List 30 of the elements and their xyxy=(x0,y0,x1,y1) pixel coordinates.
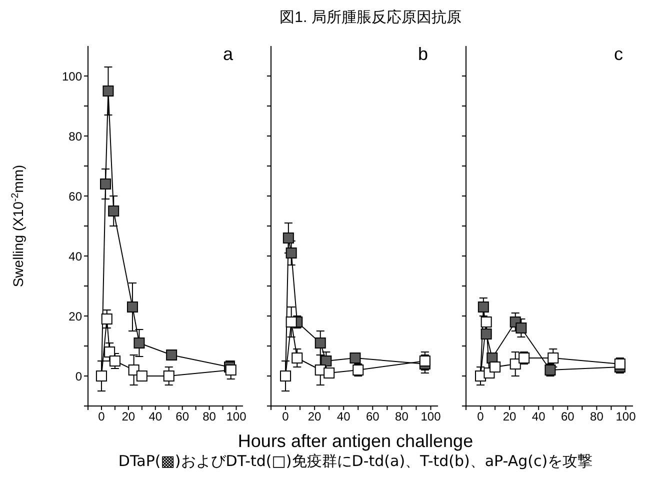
chart-title: 図1. 局所腫脹反応原因抗原 xyxy=(278,8,462,26)
x-tick-label: 100 xyxy=(420,410,442,424)
y-tick-label: 80 xyxy=(68,129,82,144)
y-tick-label: 20 xyxy=(68,309,82,324)
annotation: b xyxy=(418,44,428,65)
y-tick-label: 0 xyxy=(75,369,82,384)
x-tick-label: 0 xyxy=(282,410,290,424)
x-tick-label: 60 xyxy=(366,410,380,424)
y-tick-label: 60 xyxy=(68,189,82,204)
x-tick-label: 40 xyxy=(148,410,162,424)
annotation: c xyxy=(614,44,623,65)
y-tick-label: 40 xyxy=(68,249,82,264)
x-tick-label: 0 xyxy=(477,410,484,424)
x-tick-label: 20 xyxy=(502,410,517,424)
x-axis-title: Hours after antigen challenge xyxy=(236,431,474,452)
y-tick-label: 100 xyxy=(62,69,82,84)
x-tick-label: 80 xyxy=(395,410,409,424)
x-tick-label: 20 xyxy=(308,410,322,424)
x-tick-label: 100 xyxy=(226,410,247,424)
annotation: a xyxy=(222,44,233,65)
x-tick-label: 20 xyxy=(122,410,136,424)
x-tick-label: 80 xyxy=(202,410,216,424)
x-tick-label: 100 xyxy=(616,410,636,424)
x-tick-label: 0 xyxy=(98,410,106,424)
x-tick-label: 60 xyxy=(560,410,575,424)
x-tick-label: 80 xyxy=(590,410,604,424)
text: DTaP(▩)およびDT-td(□)免疫群にD-td(a)、T-td(b)、aP-Ag(c)を攻撃 xyxy=(117,452,594,471)
x-tick-label: 40 xyxy=(532,410,546,424)
x-tick-label: 40 xyxy=(336,410,351,424)
x-tick-label: 60 xyxy=(176,410,190,424)
